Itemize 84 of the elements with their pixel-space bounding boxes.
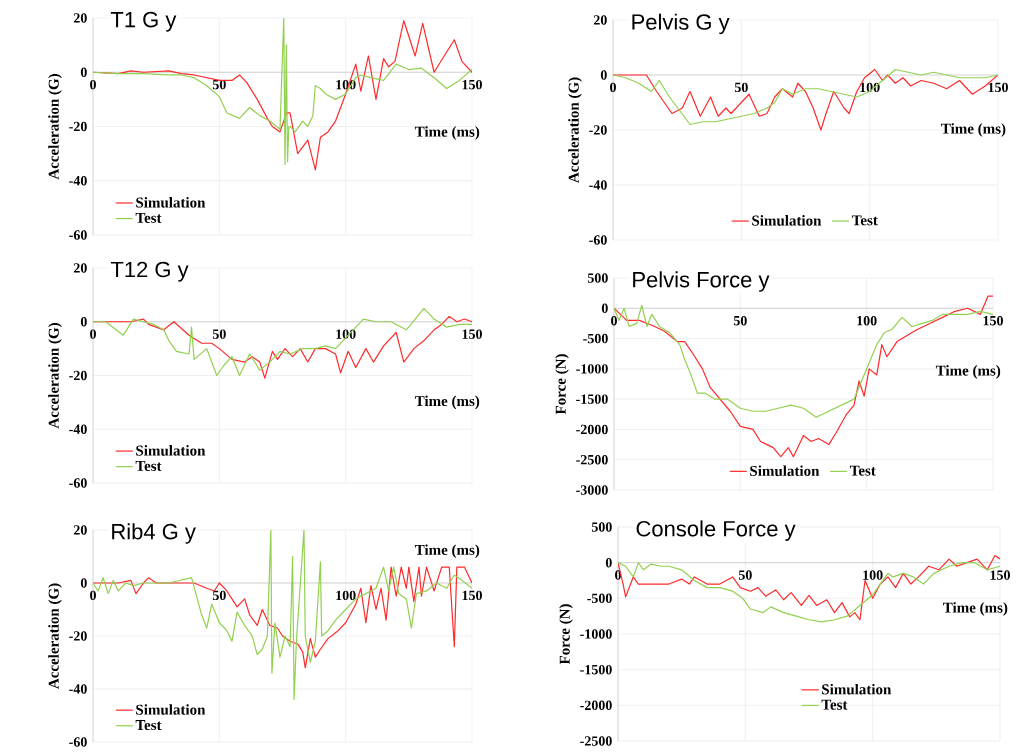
x-tick-label: 150 xyxy=(988,82,1008,93)
x-tick-label: 100 xyxy=(336,590,356,601)
x-tick-label: 50 xyxy=(212,329,226,339)
y-tick-label: -2000 xyxy=(576,424,608,435)
x-tick-label: 50 xyxy=(738,570,752,580)
y-tick-label: -1000 xyxy=(580,629,612,639)
y-tick-label: 500 xyxy=(591,522,612,532)
x-tick-label: 0 xyxy=(615,570,621,580)
y-tick-label: -40 xyxy=(69,424,87,434)
x-tick-label: 150 xyxy=(983,315,1003,326)
x-axis-title: Time (ms) xyxy=(941,123,1006,137)
y-tick-label: -60 xyxy=(69,737,87,747)
x-axis-title: Time (ms) xyxy=(414,544,480,559)
y-tick-label: -20 xyxy=(69,370,87,381)
y-tick-label: -40 xyxy=(69,684,87,694)
y-axis-title: Acceleration (G) xyxy=(568,77,582,183)
x-tick-label: 50 xyxy=(212,590,226,601)
y-tick-label: 20 xyxy=(73,13,87,23)
legend-label: Simulation xyxy=(822,683,892,695)
x-tick-label: 50 xyxy=(212,79,226,90)
x-tick-label: 100 xyxy=(857,315,877,326)
y-tick-label: -20 xyxy=(589,125,607,135)
y-tick-label: 0 xyxy=(600,70,607,80)
y-tick-label: -1000 xyxy=(576,364,608,374)
y-tick-label: -60 xyxy=(589,235,607,245)
x-tick-label: 150 xyxy=(462,590,482,601)
legend-label: Test xyxy=(821,699,848,710)
y-tick-label: -60 xyxy=(69,478,87,488)
x-axis-title: Time (ms) xyxy=(935,365,1001,379)
y-tick-label: -500 xyxy=(587,593,612,604)
x-axis-title: Time (ms) xyxy=(943,602,1008,616)
legend-label: Test xyxy=(135,461,162,471)
x-tick-label: 0 xyxy=(90,590,96,601)
legend-label: Simulation xyxy=(750,465,820,477)
legend-label: Simulation xyxy=(136,445,206,456)
chart-title: T1 G y xyxy=(110,11,177,32)
y-tick-label: -3000 xyxy=(576,485,608,495)
legend-label: Test xyxy=(849,465,876,476)
legend-label: Simulation xyxy=(136,704,206,715)
y-tick-label: 500 xyxy=(587,273,608,283)
legend-label: Test xyxy=(851,215,878,226)
chart-title: Pelvis G y xyxy=(632,13,730,35)
chart-title: Pelvis Force y xyxy=(633,271,770,292)
x-tick-label: 50 xyxy=(733,315,747,326)
x-tick-label: 150 xyxy=(462,79,482,90)
y-tick-label: -500 xyxy=(583,333,608,344)
y-tick-label: 0 xyxy=(80,578,87,588)
chart-title: T12 G y xyxy=(110,261,189,282)
x-axis-title: Time (ms) xyxy=(414,395,480,410)
y-tick-label: -1500 xyxy=(580,664,612,675)
y-axis-title: Force (N) xyxy=(555,354,569,415)
legend-label: Simulation xyxy=(752,215,822,226)
y-tick-label: -1500 xyxy=(576,394,608,404)
legend-label: Test xyxy=(135,212,162,223)
y-tick-label: 0 xyxy=(601,303,608,314)
y-tick-label: 20 xyxy=(73,525,87,535)
legend-label: Test xyxy=(135,720,162,731)
y-tick-label: -20 xyxy=(69,631,87,641)
y-tick-label: 20 xyxy=(73,263,87,273)
x-tick-label: 50 xyxy=(734,82,748,93)
y-axis-title: Acceleration (G) xyxy=(48,74,62,180)
y-tick-label: -60 xyxy=(69,230,87,240)
y-tick-label: -20 xyxy=(69,121,87,132)
y-tick-label: 20 xyxy=(593,15,607,25)
y-tick-label: 0 xyxy=(80,67,87,77)
y-tick-label: -40 xyxy=(589,180,607,190)
x-tick-label: 100 xyxy=(863,570,883,580)
y-axis-title: Acceleration (G) xyxy=(48,583,62,689)
chart-title: Rib4 G y xyxy=(112,523,196,544)
y-axis-title: Acceleration (G) xyxy=(48,323,62,429)
x-tick-label: 0 xyxy=(90,79,96,90)
y-tick-label: -40 xyxy=(69,176,87,186)
x-tick-label: 150 xyxy=(462,329,482,339)
y-axis-title: Force (N) xyxy=(559,604,573,665)
y-tick-label: -2500 xyxy=(576,454,608,465)
legend-label: Simulation xyxy=(136,197,206,208)
x-tick-label: 150 xyxy=(990,570,1010,580)
y-tick-label: -2500 xyxy=(580,736,612,746)
x-tick-label: 0 xyxy=(90,329,96,339)
chart-title: Console Force y xyxy=(636,520,796,541)
x-axis-title: Time (ms) xyxy=(414,126,480,140)
y-tick-label: 0 xyxy=(605,557,612,568)
y-tick-label: -2000 xyxy=(580,700,612,711)
x-tick-label: 100 xyxy=(336,329,356,339)
